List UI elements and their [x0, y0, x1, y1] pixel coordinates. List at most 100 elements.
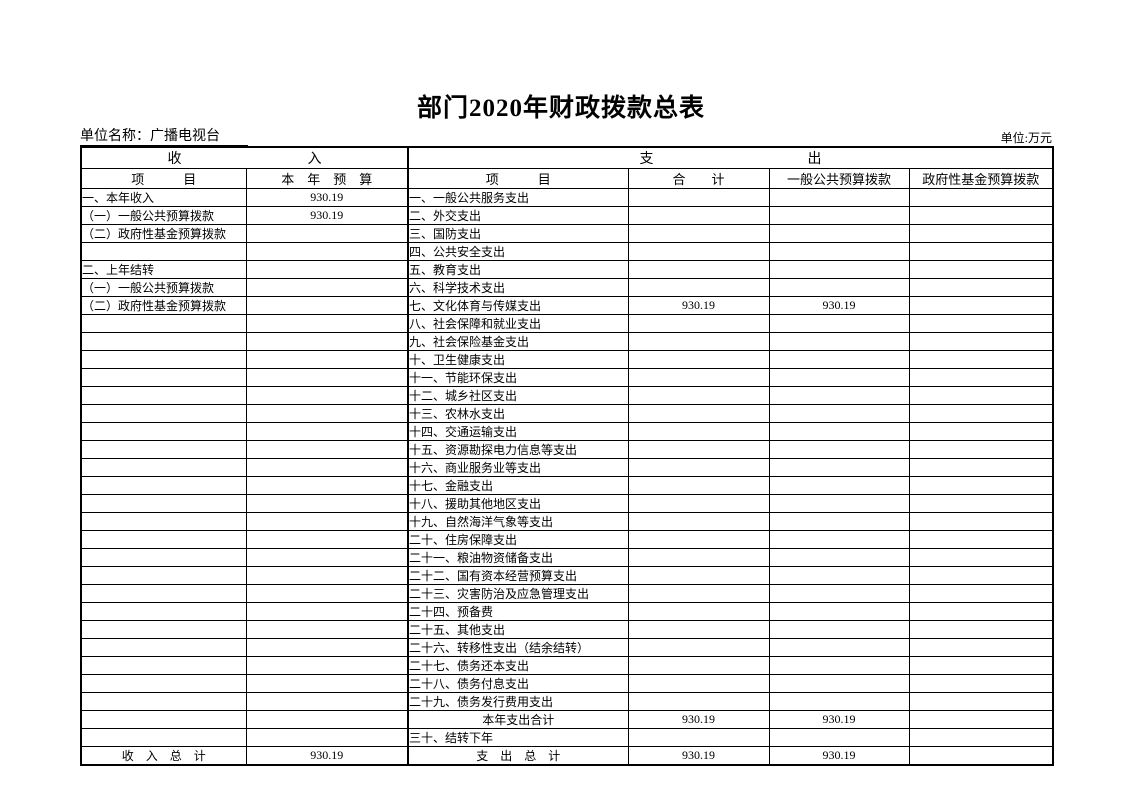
- income-budget-cell: 930.19: [245, 746, 409, 766]
- column-header-row: 项 目 本 年 预 算 项 目 合 计 一般公共预算拨款 政府性基金预算拨款: [80, 168, 1054, 189]
- income-budget-cell: [245, 386, 409, 405]
- income-budget-cell: [245, 458, 409, 477]
- expense-item-cell: 三十、结转下年: [407, 728, 629, 747]
- expense-total-cell: [627, 476, 770, 495]
- table-row: 二十八、债务付息支出: [80, 674, 1054, 693]
- expense-fund-cell: [908, 638, 1054, 657]
- table-row: 十二、城乡社区支出: [80, 386, 1054, 405]
- income-item-cell: [80, 314, 247, 333]
- income-budget-cell: [245, 224, 409, 243]
- table-row: 十七、金融支出: [80, 476, 1054, 495]
- expense-item-cell: 十二、城乡社区支出: [407, 386, 629, 405]
- income-budget-cell: [245, 638, 409, 657]
- table-row: 十八、援助其他地区支出: [80, 494, 1054, 513]
- table-row: 二十二、国有资本经营预算支出: [80, 566, 1054, 585]
- income-budget-cell: 930.19: [245, 206, 409, 225]
- expense-fund-cell: [908, 566, 1054, 585]
- expense-item-cell: 四、公共安全支出: [407, 242, 629, 261]
- table-row: 二十、住房保障支出: [80, 530, 1054, 549]
- expense-total-header: 合 计: [627, 168, 770, 189]
- expense-general-cell: [768, 476, 910, 495]
- expense-item-cell: 十、卫生健康支出: [407, 350, 629, 369]
- expense-general-cell: [768, 584, 910, 603]
- income-item-cell: [80, 368, 247, 387]
- expense-item-cell: 本年支出合计: [407, 710, 629, 729]
- expense-section-header: 支 出: [407, 146, 1054, 169]
- expense-item-cell: 二十三、灾害防治及应急管理支出: [407, 584, 629, 603]
- expense-total-cell: 930.19: [627, 710, 770, 729]
- table-row: （二）政府性基金预算拨款 七、文化体育与传媒支出 930.19 930.19: [80, 296, 1054, 315]
- expense-total-cell: [627, 404, 770, 423]
- expense-total-cell: [627, 674, 770, 693]
- expense-general-cell: 930.19: [768, 746, 910, 766]
- expense-fund-cell: [908, 530, 1054, 549]
- expense-general-cell: [768, 368, 910, 387]
- expense-fund-cell: [908, 314, 1054, 333]
- expense-fund-cell: [908, 710, 1054, 729]
- expense-total-cell: [627, 422, 770, 441]
- expense-general-cell: [768, 386, 910, 405]
- income-item-cell: [80, 458, 247, 477]
- income-item-cell: （一）一般公共预算拨款: [80, 206, 247, 225]
- expense-fund-cell: [908, 422, 1054, 441]
- table-row: 二十九、债务发行费用支出: [80, 692, 1054, 711]
- expense-item-cell: 十七、金融支出: [407, 476, 629, 495]
- income-budget-cell: [245, 566, 409, 585]
- expense-fund-cell: [908, 728, 1054, 747]
- table-row: 十九、自然海洋气象等支出: [80, 512, 1054, 531]
- income-item-cell: [80, 710, 247, 729]
- expense-general-cell: [768, 350, 910, 369]
- income-budget-cell: [245, 602, 409, 621]
- expense-total-cell: [627, 440, 770, 459]
- expense-item-cell: 七、文化体育与传媒支出: [407, 296, 629, 315]
- expense-general-cell: [768, 242, 910, 261]
- expense-fund-cell: [908, 368, 1054, 387]
- expense-fund-cell: [908, 296, 1054, 315]
- expense-item-cell: 二十八、债务付息支出: [407, 674, 629, 693]
- expense-fund-cell: [908, 350, 1054, 369]
- table-row: 十五、资源勘探电力信息等支出: [80, 440, 1054, 459]
- income-item-cell: [80, 584, 247, 603]
- income-budget-cell: [245, 440, 409, 459]
- expense-total-cell: [627, 242, 770, 261]
- expense-fund-cell: [908, 476, 1054, 495]
- expense-fund-header: 政府性基金预算拨款: [908, 168, 1054, 189]
- expense-item-cell: 二十九、债务发行费用支出: [407, 692, 629, 711]
- expense-general-cell: [768, 638, 910, 657]
- expense-total-cell: [627, 530, 770, 549]
- table-row: 二十六、转移性支出（结余结转）: [80, 638, 1054, 657]
- income-item-header: 项 目: [80, 168, 247, 189]
- expense-total-cell: 930.19: [627, 296, 770, 315]
- expense-general-cell: 930.19: [768, 710, 910, 729]
- expense-total-cell: [627, 620, 770, 639]
- expense-fund-cell: [908, 260, 1054, 279]
- income-budget-cell: [245, 368, 409, 387]
- expense-fund-cell: [908, 278, 1054, 297]
- expense-general-cell: [768, 314, 910, 333]
- expense-general-header: 一般公共预算拨款: [768, 168, 910, 189]
- expense-fund-cell: [908, 548, 1054, 567]
- table-row: 九、社会保险基金支出: [80, 332, 1054, 351]
- income-budget-cell: [245, 728, 409, 747]
- table-row: 八、社会保障和就业支出: [80, 314, 1054, 333]
- expense-item-cell: 六、科学技术支出: [407, 278, 629, 297]
- expense-item-cell: 二十七、债务还本支出: [407, 656, 629, 675]
- expense-total-cell: [627, 224, 770, 243]
- expense-item-cell: 二十、住房保障支出: [407, 530, 629, 549]
- expense-item-cell: 五、教育支出: [407, 260, 629, 279]
- income-item-cell: [80, 350, 247, 369]
- expense-item-cell: 十五、资源勘探电力信息等支出: [407, 440, 629, 459]
- expense-general-cell: [768, 260, 910, 279]
- expense-total-cell: [627, 386, 770, 405]
- income-item-cell: [80, 620, 247, 639]
- expense-general-cell: [768, 404, 910, 423]
- expense-general-cell: [768, 692, 910, 711]
- expense-general-cell: [768, 188, 910, 207]
- income-budget-cell: [245, 422, 409, 441]
- table-row: 二十四、预备费: [80, 602, 1054, 621]
- expense-fund-cell: [908, 242, 1054, 261]
- income-item-cell: [80, 422, 247, 441]
- income-item-cell: [80, 242, 247, 261]
- expense-item-cell: 八、社会保障和就业支出: [407, 314, 629, 333]
- expense-fund-cell: [908, 620, 1054, 639]
